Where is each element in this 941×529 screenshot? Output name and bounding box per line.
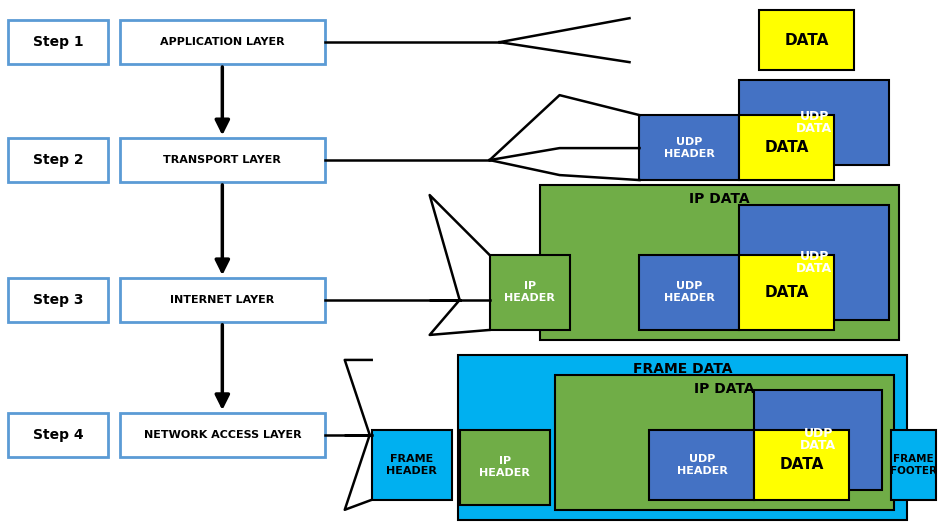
- Text: IP: IP: [499, 457, 511, 467]
- Bar: [640, 115, 740, 180]
- Bar: [120, 138, 325, 182]
- Bar: [8, 278, 108, 322]
- Text: NETWORK ACCESS LAYER: NETWORK ACCESS LAYER: [144, 430, 301, 440]
- Bar: [8, 20, 108, 64]
- Bar: [755, 390, 883, 490]
- Bar: [457, 355, 907, 520]
- Bar: [891, 430, 936, 500]
- Text: HEADER: HEADER: [664, 294, 715, 304]
- Text: UDP: UDP: [800, 250, 829, 263]
- Bar: [8, 138, 108, 182]
- Text: FRAME DATA: FRAME DATA: [632, 362, 732, 376]
- Text: IP DATA: IP DATA: [694, 382, 755, 396]
- Text: HEADER: HEADER: [664, 149, 715, 159]
- Bar: [640, 255, 740, 330]
- Bar: [554, 375, 894, 510]
- Text: TRANSPORT LAYER: TRANSPORT LAYER: [164, 155, 281, 165]
- Text: DATA: DATA: [796, 262, 833, 275]
- Text: UDP: UDP: [800, 110, 829, 123]
- Bar: [740, 205, 889, 320]
- Text: HEADER: HEADER: [479, 468, 530, 478]
- Bar: [649, 430, 755, 500]
- Text: IP DATA: IP DATA: [689, 192, 750, 206]
- Bar: [120, 278, 325, 322]
- Text: DATA: DATA: [800, 440, 837, 452]
- Bar: [372, 430, 452, 500]
- Text: DATA: DATA: [765, 140, 809, 155]
- Text: HEADER: HEADER: [677, 466, 727, 476]
- Bar: [759, 10, 854, 70]
- Text: Step 2: Step 2: [33, 153, 83, 167]
- Bar: [740, 255, 835, 330]
- Text: FOOTER: FOOTER: [890, 466, 937, 476]
- Bar: [120, 20, 325, 64]
- Text: DATA: DATA: [765, 285, 809, 300]
- Text: UDP: UDP: [677, 136, 703, 147]
- Text: FRAME: FRAME: [391, 454, 433, 464]
- Text: IP: IP: [523, 281, 535, 291]
- Text: Step 4: Step 4: [33, 428, 83, 442]
- Bar: [539, 185, 900, 340]
- Text: FRAME: FRAME: [893, 454, 934, 464]
- Text: Step 1: Step 1: [33, 35, 83, 49]
- Text: DATA: DATA: [796, 122, 833, 135]
- Text: Step 3: Step 3: [33, 293, 83, 307]
- Text: DATA: DATA: [780, 458, 824, 472]
- Text: UDP: UDP: [677, 281, 703, 291]
- Bar: [755, 430, 850, 500]
- Bar: [489, 255, 569, 330]
- Text: HEADER: HEADER: [386, 466, 438, 476]
- Text: HEADER: HEADER: [504, 294, 555, 304]
- Text: UDP: UDP: [689, 454, 715, 464]
- Text: INTERNET LAYER: INTERNET LAYER: [170, 295, 275, 305]
- Bar: [459, 430, 550, 505]
- Text: UDP: UDP: [804, 427, 833, 440]
- Text: DATA: DATA: [785, 33, 829, 48]
- Bar: [740, 80, 889, 165]
- Text: APPLICATION LAYER: APPLICATION LAYER: [160, 37, 284, 47]
- Bar: [120, 413, 325, 457]
- Bar: [740, 115, 835, 180]
- Bar: [8, 413, 108, 457]
